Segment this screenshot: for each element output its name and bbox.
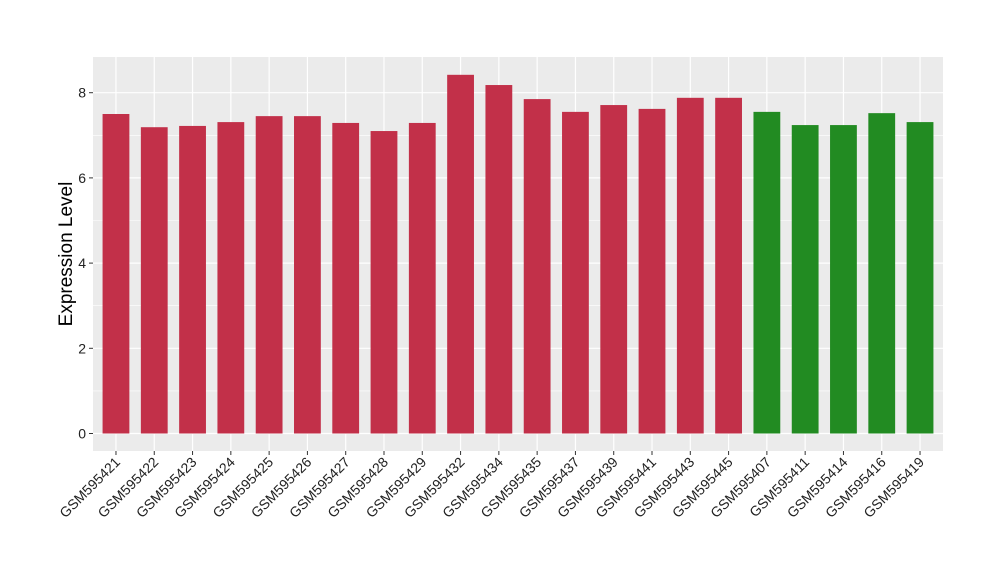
bar-GSM595423 bbox=[179, 125, 206, 434]
bar-GSM595428 bbox=[370, 131, 398, 434]
bar-GSM595419 bbox=[906, 122, 934, 434]
bar-GSM595443 bbox=[676, 97, 704, 434]
bar-GSM595437 bbox=[562, 111, 589, 434]
y-tick-label: 6 bbox=[78, 170, 86, 186]
y-axis: 0 2 4 6 8 bbox=[78, 85, 93, 442]
bar-GSM595427 bbox=[332, 122, 360, 434]
bar-GSM595414 bbox=[830, 125, 857, 434]
y-tick-label: 8 bbox=[78, 85, 86, 101]
y-tick-label: 4 bbox=[78, 255, 86, 271]
bar-GSM595429 bbox=[408, 122, 436, 434]
y-axis-label: Expression Level bbox=[56, 182, 77, 327]
bar-GSM595426 bbox=[294, 116, 321, 434]
bar-GSM595434 bbox=[485, 85, 513, 434]
bar-GSM595421 bbox=[102, 114, 130, 434]
bar-GSM595439 bbox=[600, 105, 628, 434]
bar-GSM595422 bbox=[140, 127, 168, 434]
bar-GSM595411 bbox=[791, 125, 819, 434]
y-tick-label: 2 bbox=[78, 340, 86, 356]
bar-GSM595424 bbox=[217, 122, 245, 434]
x-axis: GSM595421GSM595422GSM595423GSM595424GSM5… bbox=[56, 451, 927, 521]
bars bbox=[102, 74, 934, 434]
bar-GSM595432 bbox=[447, 74, 474, 434]
y-tick-label: 0 bbox=[78, 426, 86, 442]
bar-GSM595435 bbox=[523, 99, 551, 434]
bar-GSM595407 bbox=[753, 111, 781, 434]
bar-GSM595425 bbox=[255, 116, 283, 434]
bar-GSM595416 bbox=[868, 113, 896, 434]
bar-GSM595445 bbox=[715, 97, 742, 434]
bar-GSM595441 bbox=[638, 108, 666, 434]
